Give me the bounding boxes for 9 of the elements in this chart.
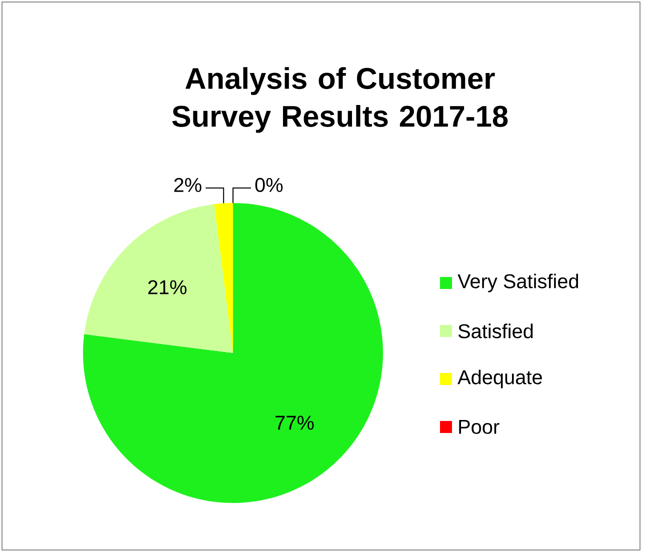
data-label: 21% — [148, 280, 186, 294]
text: 0% — [255, 178, 283, 192]
data-label: 2% — [174, 178, 202, 192]
legend-label: Adequate — [458, 370, 542, 388]
legend-label: Satisfied — [458, 324, 533, 338]
chart-title: Analysis of Customer Survey Results 2017-18 — [172, 67, 508, 133]
legend-label: Very Satisfied — [458, 274, 578, 292]
legend-label: Poor — [459, 420, 500, 434]
data-label: 77% — [276, 416, 314, 430]
